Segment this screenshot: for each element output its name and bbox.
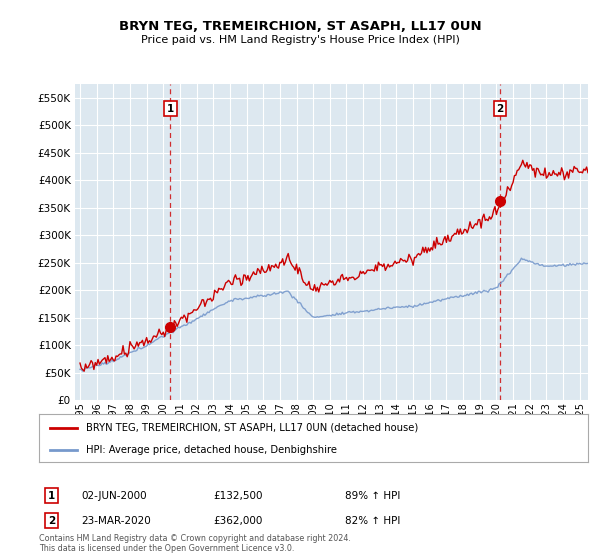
Text: 2: 2 (496, 104, 503, 114)
Text: 1: 1 (48, 491, 55, 501)
Text: Price paid vs. HM Land Registry's House Price Index (HPI): Price paid vs. HM Land Registry's House … (140, 35, 460, 45)
Text: £132,500: £132,500 (213, 491, 263, 501)
Text: 2: 2 (48, 516, 55, 526)
Text: 89% ↑ HPI: 89% ↑ HPI (345, 491, 400, 501)
Text: BRYN TEG, TREMEIRCHION, ST ASAPH, LL17 0UN: BRYN TEG, TREMEIRCHION, ST ASAPH, LL17 0… (119, 20, 481, 32)
Text: 82% ↑ HPI: 82% ↑ HPI (345, 516, 400, 526)
Text: BRYN TEG, TREMEIRCHION, ST ASAPH, LL17 0UN (detached house): BRYN TEG, TREMEIRCHION, ST ASAPH, LL17 0… (86, 423, 418, 433)
Text: 1: 1 (167, 104, 174, 114)
Text: Contains HM Land Registry data © Crown copyright and database right 2024.
This d: Contains HM Land Registry data © Crown c… (39, 534, 351, 553)
Text: 23-MAR-2020: 23-MAR-2020 (81, 516, 151, 526)
Text: HPI: Average price, detached house, Denbighshire: HPI: Average price, detached house, Denb… (86, 445, 337, 455)
Text: 02-JUN-2000: 02-JUN-2000 (81, 491, 146, 501)
Text: £362,000: £362,000 (213, 516, 262, 526)
